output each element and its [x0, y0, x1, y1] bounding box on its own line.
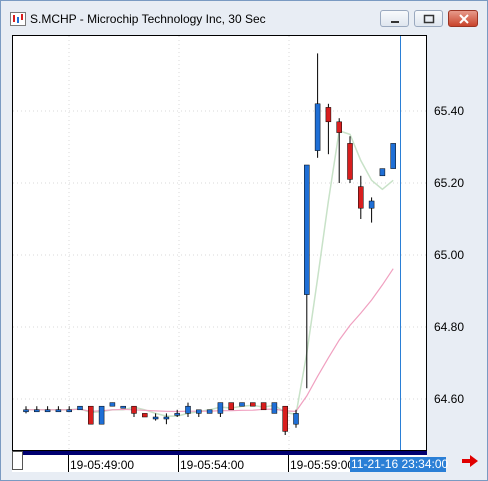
candle-body — [120, 405, 126, 409]
x-tick-mark — [68, 455, 69, 472]
candle-body — [152, 416, 159, 420]
candle-body — [88, 405, 94, 425]
candle-body — [142, 413, 148, 418]
candle-body — [228, 402, 234, 411]
close-icon — [459, 14, 469, 24]
x-tick-label: 19-05:59:00 — [290, 458, 355, 472]
candle-body — [206, 409, 213, 414]
candle-body — [34, 409, 40, 413]
candle-body — [250, 402, 256, 407]
time-scroll-bar[interactable] — [23, 451, 427, 455]
candle-body — [336, 121, 342, 133]
candle-body — [109, 402, 116, 407]
x-tick-mark — [178, 455, 179, 472]
maximize-button[interactable] — [414, 10, 443, 27]
y-tick-label: 64.60 — [434, 392, 465, 406]
candle-body — [66, 409, 72, 413]
candle-body — [131, 405, 137, 414]
maximize-icon — [423, 14, 435, 24]
candlestick-chart — [13, 36, 426, 450]
candle-body — [77, 405, 83, 411]
candle-body — [347, 143, 353, 180]
title-bar[interactable]: S.MCHP - Microchip Technology Inc, 30 Se… — [1, 1, 487, 33]
candle-body — [44, 409, 51, 413]
y-tick-label: 65.20 — [434, 176, 465, 190]
candle-body — [185, 405, 191, 414]
scroll-right-arrow-icon[interactable] — [461, 454, 479, 468]
candle-body — [293, 413, 299, 425]
candle-body — [98, 405, 105, 425]
fast-moving-average-line — [26, 129, 394, 417]
candle-body — [368, 200, 375, 209]
candle-body — [282, 405, 288, 432]
candle-body — [163, 416, 170, 420]
chart-app-icon — [10, 12, 26, 26]
x-tick-label: 19-05:54:00 — [180, 458, 245, 472]
y-tick-label: 64.80 — [434, 320, 465, 334]
y-tick-label: 65.00 — [434, 248, 465, 262]
scroll-handle[interactable] — [12, 451, 23, 470]
candle-body — [325, 107, 332, 123]
candle-body — [239, 402, 245, 407]
close-button[interactable] — [448, 10, 478, 27]
minimize-icon — [391, 21, 399, 23]
slow-moving-average-line — [26, 268, 394, 413]
candle-body — [217, 402, 224, 414]
x-tick-label: 19-05:49:00 — [70, 458, 135, 472]
candle-body — [304, 164, 310, 295]
candle-body — [55, 409, 62, 413]
candle-body — [196, 409, 202, 414]
candle-body — [379, 168, 386, 177]
candle-body — [314, 103, 321, 151]
y-tick-label: 65.40 — [434, 104, 465, 118]
x-tick-mark — [288, 455, 289, 472]
candle-body — [23, 409, 29, 413]
candle-body — [358, 186, 364, 209]
candle-body — [174, 413, 180, 416]
minimize-button[interactable] — [380, 10, 409, 27]
time-axis — [12, 451, 427, 472]
candle-body — [271, 402, 278, 414]
candle-body — [390, 143, 396, 169]
chart-plot-area[interactable] — [12, 35, 427, 451]
window-title: S.MCHP - Microchip Technology Inc, 30 Se… — [30, 12, 266, 26]
candle-body — [260, 402, 267, 411]
cursor-time-label: 11-21-16 23:34:00 — [350, 457, 449, 472]
